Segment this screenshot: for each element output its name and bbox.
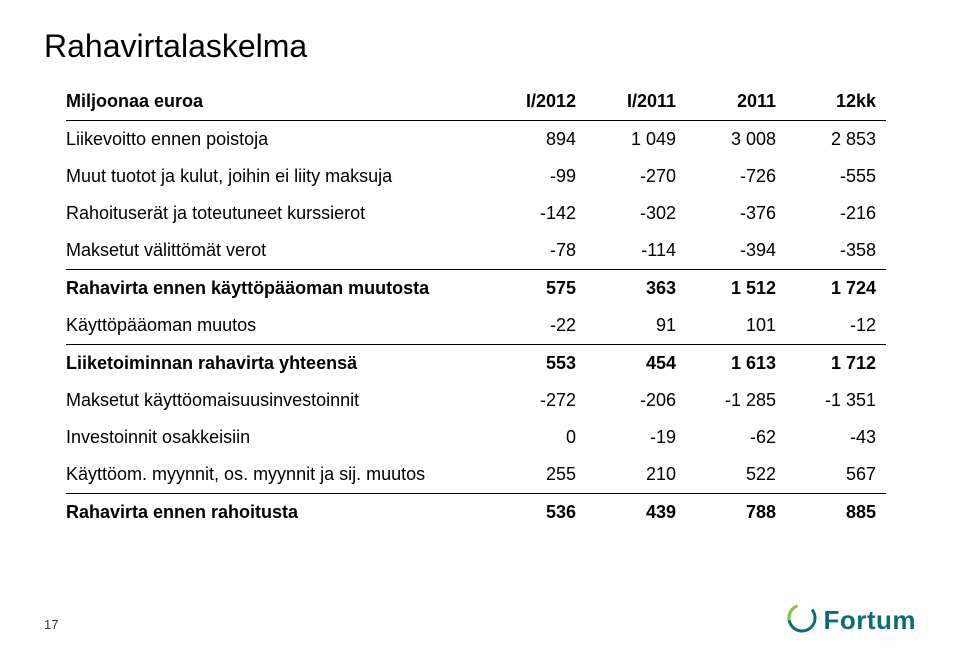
row-label: Käyttöom. myynnit, os. myynnit ja sij. m… — [66, 456, 486, 494]
cell: -358 — [786, 232, 886, 270]
cell: -272 — [486, 382, 586, 419]
cell: 788 — [686, 494, 786, 532]
table-row: Liiketoiminnan rahavirta yhteensä5534541… — [66, 345, 886, 383]
cell: 522 — [686, 456, 786, 494]
header-col: I/2012 — [486, 83, 586, 121]
cell: -114 — [586, 232, 686, 270]
row-label: Rahoituserät ja toteutuneet kurssierot — [66, 195, 486, 232]
table-row: Käyttöom. myynnit, os. myynnit ja sij. m… — [66, 456, 886, 494]
cell: -376 — [686, 195, 786, 232]
cell: 255 — [486, 456, 586, 494]
row-label: Maksetut välittömät verot — [66, 232, 486, 270]
row-label: Käyttöpääoman muutos — [66, 307, 486, 345]
cell: -43 — [786, 419, 886, 456]
cell: -1 351 — [786, 382, 886, 419]
cell: 1 613 — [686, 345, 786, 383]
cell: -302 — [586, 195, 686, 232]
cell: 575 — [486, 270, 586, 308]
cell: -12 — [786, 307, 886, 345]
logo-icon — [787, 603, 817, 638]
cell: 0 — [486, 419, 586, 456]
cell: 439 — [586, 494, 686, 532]
logo-text: Fortum — [823, 605, 916, 636]
cell: 1 712 — [786, 345, 886, 383]
row-label: Liiketoiminnan rahavirta yhteensä — [66, 345, 486, 383]
cashflow-table: Miljoonaa euroa I/2012 I/2011 2011 12kk … — [66, 83, 886, 531]
cell: -394 — [686, 232, 786, 270]
header-col: I/2011 — [586, 83, 686, 121]
cell: 536 — [486, 494, 586, 532]
cell: 2 853 — [786, 121, 886, 159]
table-row: Muut tuotot ja kulut, joihin ei liity ma… — [66, 158, 886, 195]
cell: 1 049 — [586, 121, 686, 159]
cell: 363 — [586, 270, 686, 308]
cell: -1 285 — [686, 382, 786, 419]
cell: -22 — [486, 307, 586, 345]
table-row: Maksetut välittömät verot-78-114-394-358 — [66, 232, 886, 270]
cell: -216 — [786, 195, 886, 232]
cell: 3 008 — [686, 121, 786, 159]
table-row: Maksetut käyttöomaisuusinvestoinnit-272-… — [66, 382, 886, 419]
row-label: Muut tuotot ja kulut, joihin ei liity ma… — [66, 158, 486, 195]
table-row: Rahavirta ennen käyttöpääoman muutosta57… — [66, 270, 886, 308]
table-row: Rahavirta ennen rahoitusta536439788885 — [66, 494, 886, 532]
table-row: Käyttöpääoman muutos-2291101-12 — [66, 307, 886, 345]
cell: -99 — [486, 158, 586, 195]
table-header-row: Miljoonaa euroa I/2012 I/2011 2011 12kk — [66, 83, 886, 121]
cell: -19 — [586, 419, 686, 456]
table-row: Rahoituserät ja toteutuneet kurssierot-1… — [66, 195, 886, 232]
row-label: Rahavirta ennen käyttöpääoman muutosta — [66, 270, 486, 308]
row-label: Liikevoitto ennen poistoja — [66, 121, 486, 159]
cell: -62 — [686, 419, 786, 456]
row-label: Maksetut käyttöomaisuusinvestoinnit — [66, 382, 486, 419]
cell: -555 — [786, 158, 886, 195]
fortum-logo: Fortum — [787, 603, 916, 638]
slide-number: 17 — [44, 617, 58, 632]
cell: 885 — [786, 494, 886, 532]
page-title: Rahavirtalaskelma — [44, 28, 916, 65]
cell: 101 — [686, 307, 786, 345]
cell: 894 — [486, 121, 586, 159]
row-label: Investoinnit osakkeisiin — [66, 419, 486, 456]
table-row: Liikevoitto ennen poistoja8941 0493 0082… — [66, 121, 886, 159]
cell: -142 — [486, 195, 586, 232]
header-col: 12kk — [786, 83, 886, 121]
row-label: Rahavirta ennen rahoitusta — [66, 494, 486, 532]
header-col: 2011 — [686, 83, 786, 121]
cell: 210 — [586, 456, 686, 494]
header-label: Miljoonaa euroa — [66, 83, 486, 121]
cell: 567 — [786, 456, 886, 494]
table-body: Liikevoitto ennen poistoja8941 0493 0082… — [66, 121, 886, 532]
cell: -726 — [686, 158, 786, 195]
cell: -78 — [486, 232, 586, 270]
slide: Rahavirtalaskelma Miljoonaa euroa I/2012… — [0, 0, 960, 650]
table-row: Investoinnit osakkeisiin0-19-62-43 — [66, 419, 886, 456]
cell: 1 512 — [686, 270, 786, 308]
cell: 553 — [486, 345, 586, 383]
cell: 454 — [586, 345, 686, 383]
cell: -270 — [586, 158, 686, 195]
cell: 91 — [586, 307, 686, 345]
cell: 1 724 — [786, 270, 886, 308]
cell: -206 — [586, 382, 686, 419]
